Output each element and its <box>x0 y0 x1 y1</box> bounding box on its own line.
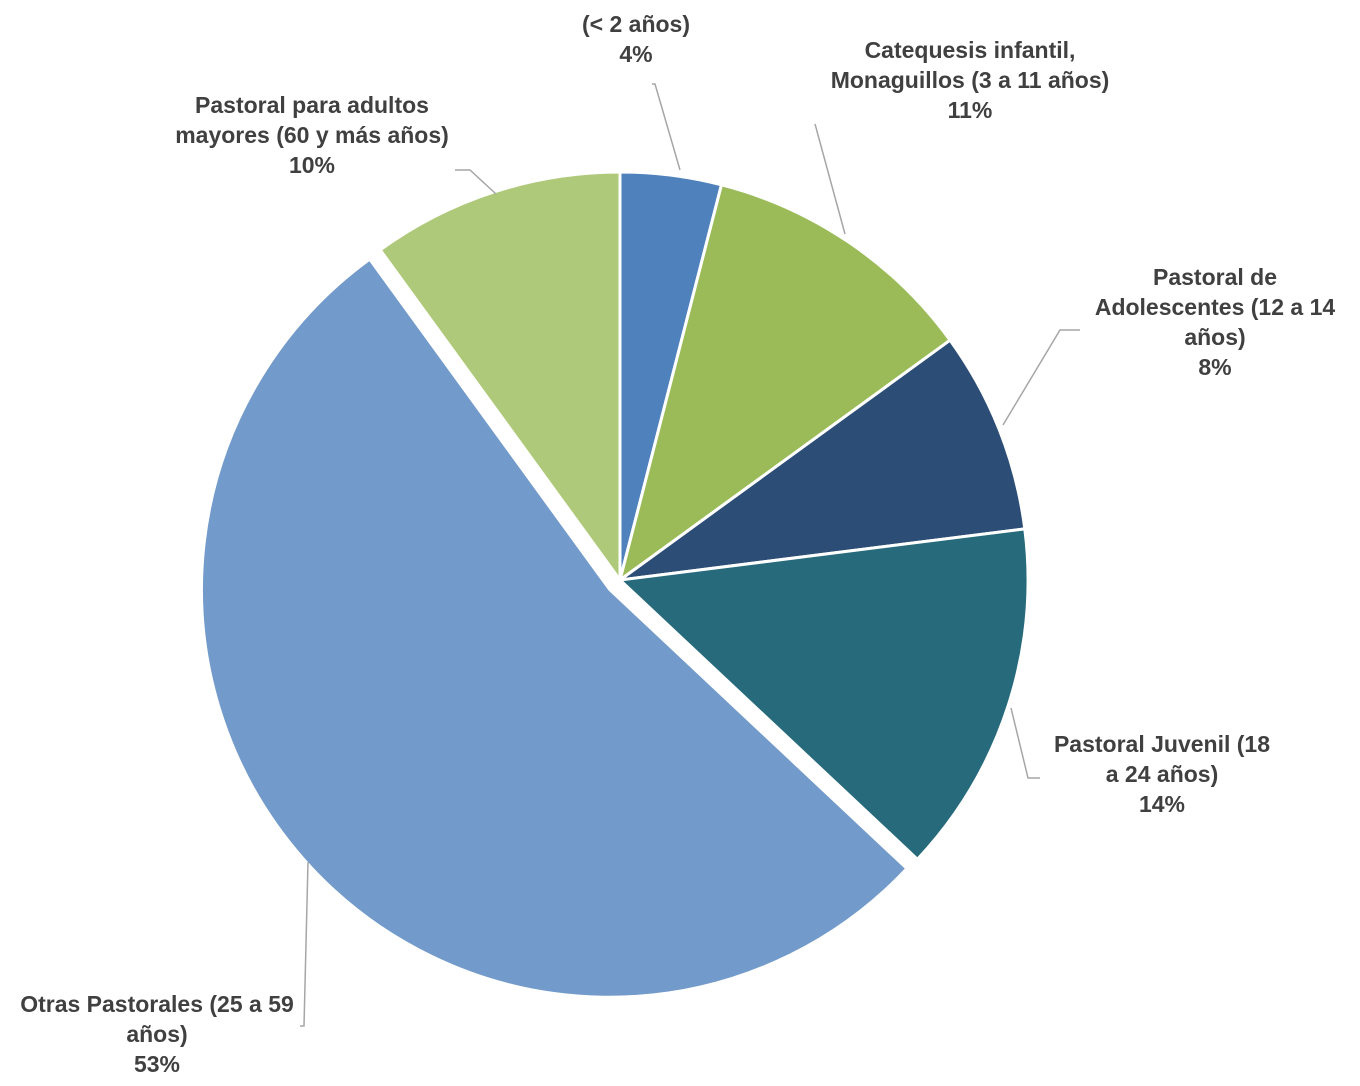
data-label-category: mayores (60 y más años) <box>175 122 449 148</box>
data-label-value: 14% <box>1139 791 1185 817</box>
leader-line <box>814 123 846 235</box>
data-label: (< 2 años) 4% <box>582 11 690 67</box>
data-label-value: 4% <box>619 41 652 67</box>
data-label: Catequesis infantil, Monaguillos (3 a 11 … <box>831 37 1110 123</box>
data-label-value: 53% <box>134 1051 180 1077</box>
data-label-category: Monaguillos (3 a 11 años) <box>831 67 1110 93</box>
data-label-category: Otras Pastorales (25 a 59 <box>20 991 294 1017</box>
data-label-category: años) <box>126 1021 187 1047</box>
pie-slice <box>617 182 953 584</box>
data-label: Otras Pastorales (25 a 59 años) 53% <box>20 991 294 1077</box>
leader-line <box>1010 707 1040 779</box>
leader-line <box>455 169 497 195</box>
data-labels: (< 2 años) 4% Catequesis infantil, Monaguil… <box>20 11 1335 1077</box>
data-label: Pastoral para adultos mayores (60 y más a… <box>175 92 449 178</box>
data-label-category: Pastoral de <box>1153 264 1277 290</box>
data-label-value: 10% <box>289 152 335 178</box>
leader-lines <box>300 83 1080 1027</box>
data-label-value: 8% <box>1198 354 1231 380</box>
leader-line <box>300 861 309 1027</box>
data-label-category: (< 2 años) <box>582 11 690 37</box>
data-label-value: 11% <box>948 97 993 123</box>
data-label-category: años) <box>1184 324 1245 350</box>
leader-line <box>652 83 681 171</box>
pie-slice <box>200 257 910 999</box>
pie-slice <box>616 527 1030 862</box>
data-label-category: Catequesis infantil, <box>865 37 1076 63</box>
leader-line <box>1002 329 1080 426</box>
data-label: Pastoral de Adolescentes (12 a 14 años) 8% <box>1095 264 1336 380</box>
data-label: Pastoral Juvenil (18 a 24 años) 14% <box>1054 731 1270 817</box>
data-label-category: Pastoral para adultos <box>195 92 429 118</box>
data-label-category: a 24 años) <box>1106 761 1219 787</box>
pie-slices <box>200 170 1030 999</box>
pie-slice <box>619 338 1027 582</box>
data-label-category: Adolescentes (12 a 14 <box>1095 294 1336 320</box>
data-label-category: Pastoral Juvenil (18 <box>1054 731 1270 757</box>
